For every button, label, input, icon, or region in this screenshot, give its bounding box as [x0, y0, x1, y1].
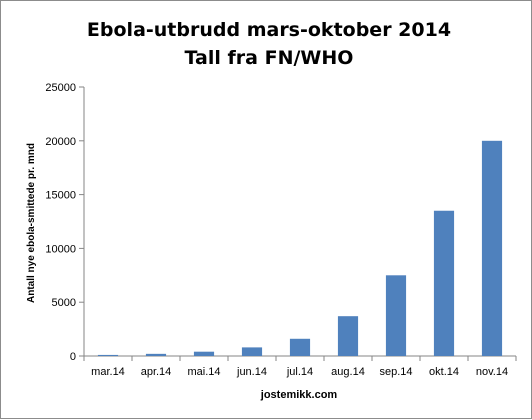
plot-area: 0 5000 10000 15000 20000 25000 mar.14 apr.14 mai…: [45, 82, 517, 378]
y-tick-label: 25000: [45, 82, 76, 94]
x-tick-label: jun.14: [236, 366, 267, 378]
bar: [193, 351, 215, 356]
y-axis-label: Antall nye ebola-smittede pr. mnd: [26, 143, 37, 303]
x-tick-label: nov.14: [476, 366, 508, 378]
bar: [433, 210, 455, 356]
x-tick-label: okt.14: [429, 366, 459, 378]
y-tick-label: 10000: [45, 243, 76, 255]
bar: [241, 347, 263, 356]
x-tick-label: sep.14: [379, 366, 412, 378]
x-tick-label: jul.14: [286, 366, 313, 378]
bar: [481, 140, 503, 356]
x-tick-label: mar.14: [91, 366, 125, 378]
bar: [145, 353, 167, 356]
bar: [97, 354, 119, 356]
y-tick-label: 20000: [45, 136, 76, 148]
bar: [337, 316, 359, 356]
bar: [385, 275, 407, 356]
y-tick-label: 15000: [45, 190, 76, 202]
x-tick-label: apr.14: [141, 366, 172, 378]
chart-title-line-2: Tall fra FN/WHO: [185, 47, 354, 69]
y-tick-label: 5000: [52, 297, 76, 309]
x-axis-label: jostemikk.com: [260, 389, 338, 401]
y-tick-label: 0: [70, 351, 76, 363]
x-tick-label: aug.14: [331, 366, 365, 378]
chart-title-line-1: Ebola-utbrudd mars-oktober 2014: [87, 19, 451, 41]
bar: [289, 338, 311, 356]
x-tick-label: mai.14: [187, 366, 220, 378]
